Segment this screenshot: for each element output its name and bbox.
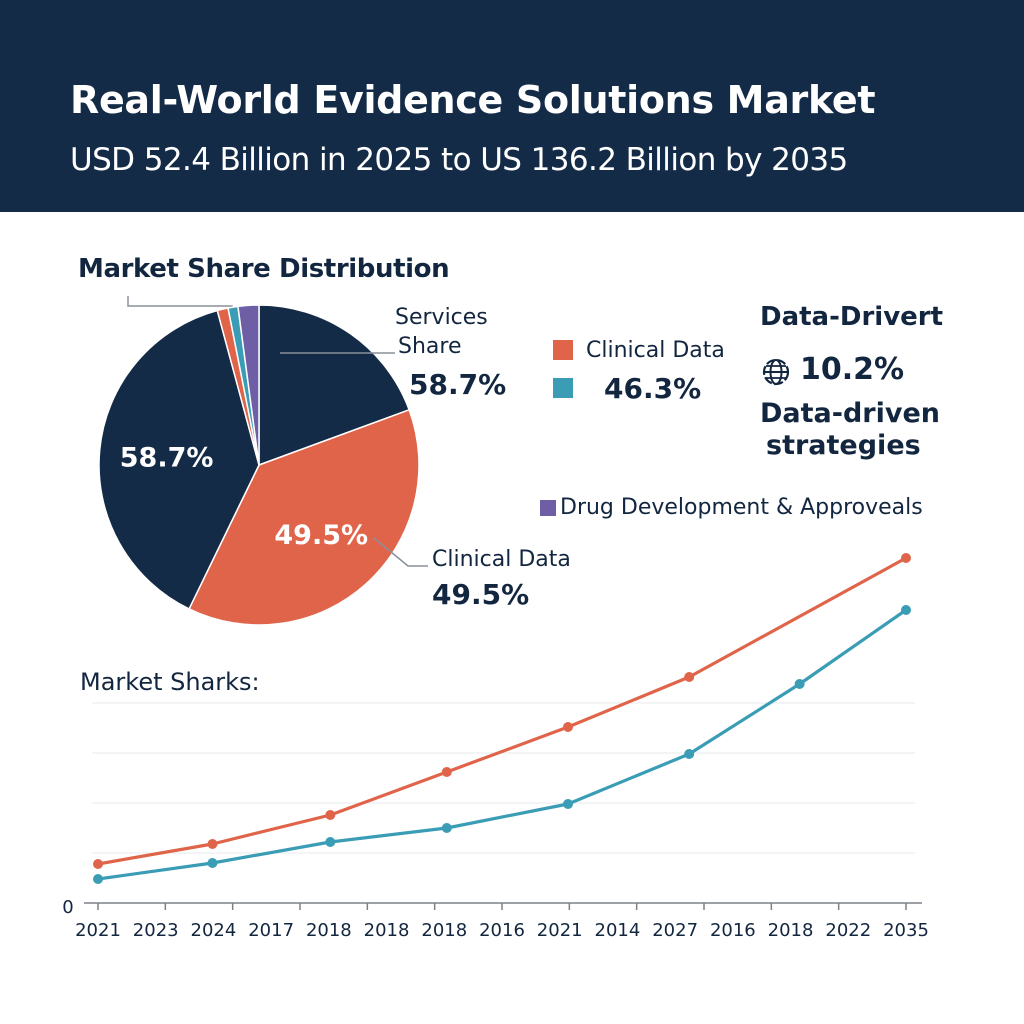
header-banner: Real-World Evidence Solutions Market USD…	[0, 0, 1024, 212]
side-stat-heading: Data-Drivert	[760, 302, 944, 332]
x-tick-label: 2016	[479, 920, 525, 941]
services-label-line2: Share	[398, 334, 462, 359]
series-point	[901, 605, 911, 615]
series-point	[794, 679, 805, 689]
legend-label-clinical: Clinical Data	[586, 338, 725, 363]
pie-slice	[237, 304, 260, 466]
x-tick-label: 2016	[710, 920, 756, 941]
x-tick-label: 2017	[248, 920, 294, 941]
pie-slice	[98, 309, 260, 610]
series-point	[684, 749, 695, 759]
clinical-leader-line	[373, 537, 428, 567]
x-tick-label: 2018	[364, 920, 410, 941]
series-line	[97, 608, 907, 881]
pie-slice-label: 58.7%	[120, 442, 214, 473]
x-tick-label: 2035	[883, 920, 929, 941]
legend-value-teal: 46.3%	[604, 372, 702, 405]
x-tick-label: 2021	[537, 920, 583, 941]
series-point	[684, 672, 695, 682]
pie-slice	[258, 304, 411, 467]
services-label-line1: Services	[395, 305, 488, 330]
x-tick-label: 2027	[652, 920, 698, 941]
line-section-title: Market Sharks:	[80, 668, 260, 696]
x-tick-label: 2024	[191, 920, 237, 941]
legend-swatch-teal	[553, 378, 573, 398]
x-tick-label: 2021	[75, 920, 121, 941]
series-point	[901, 553, 911, 563]
legend-swatch-drug-development	[540, 500, 556, 516]
pie-slice	[188, 408, 420, 626]
page-title: Real-World Evidence Solutions Market	[70, 78, 876, 122]
series-point	[207, 858, 218, 868]
clinical-value: 49.5%	[432, 578, 530, 611]
x-tick-label: 2023	[133, 920, 179, 941]
pie-section-title: Market Share Distribution	[78, 254, 450, 284]
side-stat-value: 10.2%	[800, 352, 905, 387]
x-tick-label: 2018	[768, 920, 814, 941]
series-point	[325, 837, 336, 847]
legend-label-drug-development: Drug Development & Approveals	[560, 495, 923, 520]
series-point	[441, 823, 452, 833]
x-tick-label: 2018	[421, 920, 467, 941]
series-point	[207, 839, 218, 849]
side-stat-caption-line1: Data-driven	[760, 398, 940, 429]
series-point	[325, 810, 336, 820]
legend-swatch-clinical	[553, 340, 573, 360]
x-tick-label: 2018	[306, 920, 352, 941]
series-point	[93, 874, 103, 884]
y-tick-label: 0	[62, 897, 73, 918]
clinical-label: Clinical Data	[432, 547, 571, 572]
services-value: 58.7%	[409, 368, 507, 401]
side-stat-caption-line2: strategies	[766, 430, 921, 461]
series-point	[562, 799, 573, 809]
series-point	[441, 767, 452, 777]
series-point	[562, 722, 573, 732]
series-point	[93, 859, 103, 869]
x-tick-label: 2014	[595, 920, 641, 941]
pie-slice-label: 49.5%	[274, 520, 368, 551]
page-subtitle: USD 52.4 Billion in 2025 to US 136.2 Bil…	[70, 142, 848, 178]
globe-icon	[760, 356, 792, 388]
x-tick-label: 2022	[825, 920, 871, 941]
